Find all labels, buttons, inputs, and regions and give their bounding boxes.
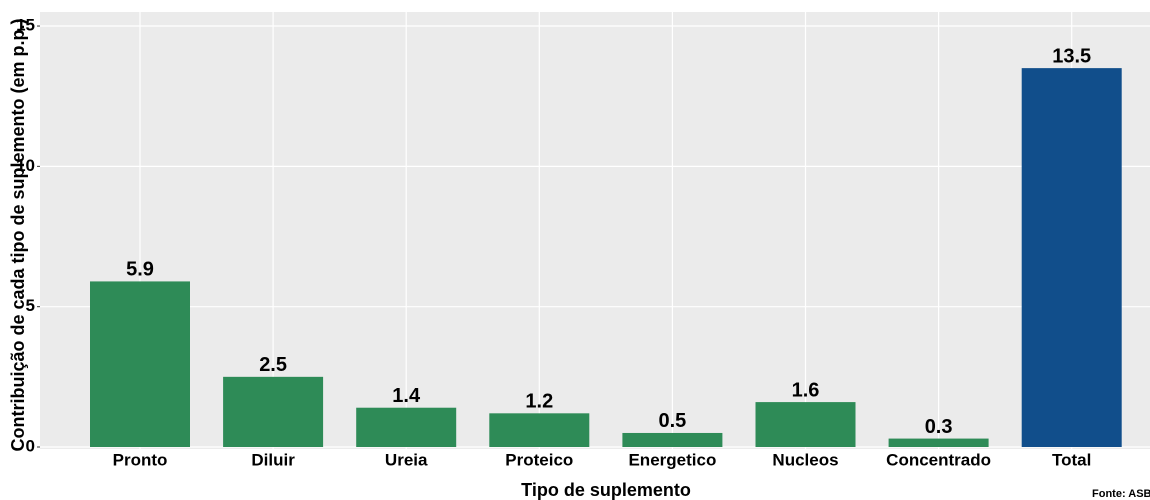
- data-label: 0.5: [658, 410, 686, 432]
- data-label: 1.6: [792, 379, 820, 401]
- data-label: 2.5: [259, 354, 287, 376]
- y-tick-label: 5: [26, 296, 35, 315]
- data-label: 1.2: [525, 391, 553, 413]
- x-tick-label: Proteico: [505, 450, 573, 469]
- bar: [489, 413, 590, 447]
- y-tick-label: 0: [26, 436, 35, 455]
- x-tick-label: Total: [1052, 450, 1091, 469]
- x-tick-label: Concentrado: [886, 450, 991, 469]
- x-tick-label: Pronto: [113, 450, 168, 469]
- source-note: Fonte: ASBRAM: [1092, 488, 1150, 500]
- y-axis-title: Contribuição de cada tipo de suplemento …: [8, 18, 28, 451]
- panel: [40, 12, 1150, 449]
- data-label: 5.9: [126, 259, 154, 281]
- x-tick-label: Ureia: [385, 450, 428, 469]
- y-tick-label: 10: [16, 156, 35, 175]
- y-tick-label: 15: [16, 16, 35, 35]
- bar: [622, 432, 723, 447]
- bar: [888, 438, 989, 447]
- bar: [223, 376, 324, 447]
- data-label: 1.4: [392, 385, 421, 407]
- bar: [1021, 68, 1122, 448]
- bar: [755, 402, 856, 447]
- data-label: 13.5: [1052, 45, 1091, 67]
- x-tick-label: Energetico: [628, 450, 716, 469]
- bar: [356, 407, 457, 447]
- x-tick-label: Nucleos: [772, 450, 838, 469]
- x-tick-label: Diluir: [251, 450, 295, 469]
- x-axis-title: Tipo de suplemento: [521, 480, 691, 500]
- bar: [90, 281, 190, 447]
- data-label: 0.3: [925, 416, 953, 438]
